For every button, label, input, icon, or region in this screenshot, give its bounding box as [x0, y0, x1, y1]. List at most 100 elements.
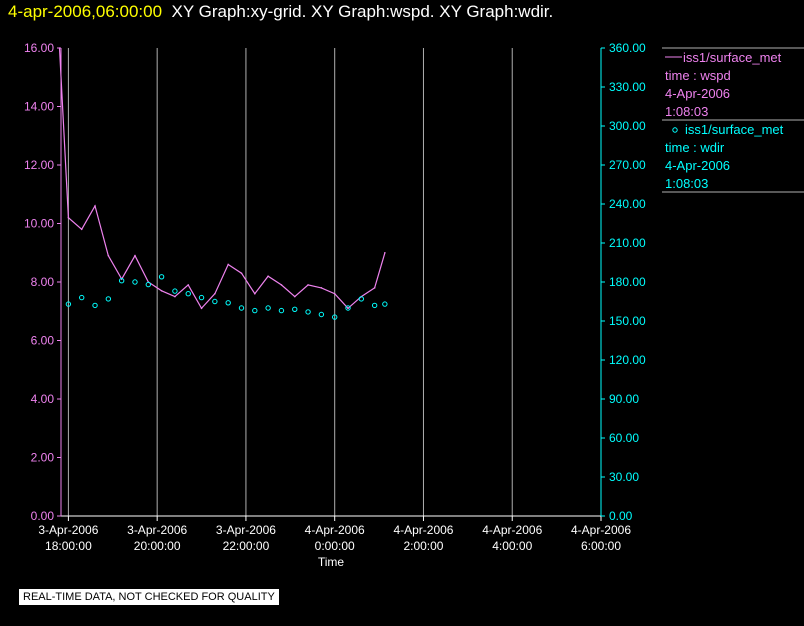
wdir-marker	[225, 300, 231, 306]
graph-title-bar: 4-apr-2006,06:00:00 XY Graph:xy-grid. XY…	[8, 2, 553, 22]
y-left-tick-label: 14.00	[24, 100, 54, 114]
x-tick-label-date: 4-Apr-2006	[571, 523, 631, 537]
wdir-marker	[105, 296, 112, 302]
x-tick-label-time: 18:00:00	[45, 539, 92, 553]
x-tick-label-time: 2:00:00	[403, 539, 443, 553]
wspd-point	[307, 284, 309, 286]
wspd-point	[107, 254, 110, 257]
wdir-marker	[118, 278, 125, 284]
wspd-point	[134, 254, 136, 257]
legend-wdir-text: 1:08:03	[665, 176, 708, 191]
wdir-marker	[79, 294, 85, 301]
wspd-point	[160, 289, 163, 292]
wspd-point	[174, 295, 176, 298]
wdir-marker	[185, 291, 191, 297]
wspd-point	[347, 307, 349, 310]
y-right-tick-label: 360.00	[609, 41, 646, 55]
x-axis-title: Time	[318, 555, 345, 569]
wdir-marker	[158, 274, 165, 280]
y-right-tick-label: 330.00	[609, 80, 646, 94]
wspd-point	[254, 292, 256, 295]
x-tick-label-time: 6:00:00	[581, 539, 621, 553]
wdir-marker	[238, 305, 245, 311]
x-tick-label-date: 3-Apr-2006	[38, 523, 98, 537]
wspd-point	[187, 284, 190, 286]
y-left-tick-label: 8.00	[31, 275, 55, 289]
x-tick-label-date: 4-Apr-2006	[482, 523, 542, 537]
legend-wspd-text: 1:08:03	[665, 104, 708, 119]
y-right-tick-label: 210.00	[609, 236, 646, 250]
wspd-point	[373, 287, 376, 289]
wspd-point	[58, 47, 61, 49]
legend-wspd-text: iss1/surface_met	[683, 50, 782, 65]
wdir-marker	[358, 296, 365, 302]
wspd-point	[384, 251, 386, 254]
wdir-marker	[278, 307, 285, 314]
wdir-marker	[198, 294, 205, 301]
y-right-tick-label: 300.00	[609, 119, 646, 133]
graph-names: XY Graph:xy-grid. XY Graph:wspd. XY Grap…	[171, 2, 554, 21]
y-left-tick-label: 0.00	[31, 509, 55, 523]
wspd-point	[267, 275, 269, 277]
wdir-marker	[132, 279, 138, 285]
x-tick-label-date: 4-Apr-2006	[305, 523, 365, 537]
y-right-tick-label: 120.00	[609, 353, 646, 367]
wdir-marker	[292, 306, 298, 312]
legend-wdir-text: time : wdir	[665, 140, 725, 155]
x-tick-label-date: 4-Apr-2006	[393, 523, 453, 537]
y-left-tick-label: 4.00	[31, 392, 55, 406]
wdir-marker	[145, 281, 151, 288]
wdir-marker	[371, 302, 378, 309]
y-left-tick-label: 10.00	[24, 217, 54, 231]
y-right-tick-label: 180.00	[609, 275, 646, 289]
wdir-marker	[345, 305, 351, 311]
legend-wdir-text: 4-Apr-2006	[665, 158, 730, 173]
y-left-tick-label: 16.00	[24, 41, 54, 55]
y-right-tick-label: 0.00	[609, 509, 633, 523]
x-tick-label-time: 4:00:00	[492, 539, 532, 553]
wspd-point	[94, 205, 96, 207]
wspd-series-line	[58, 47, 386, 310]
x-tick-label-date: 3-Apr-2006	[216, 523, 276, 537]
y-right-tick-label: 240.00	[609, 197, 646, 211]
y-left-tick-label: 6.00	[31, 334, 55, 348]
wspd-point	[240, 272, 243, 275]
wdir-marker	[172, 288, 178, 294]
y-left-tick-label: 12.00	[24, 158, 54, 172]
legend-wspd-text: 4-Apr-2006	[665, 86, 730, 101]
wspd-point	[293, 295, 296, 298]
wspd-point	[333, 292, 336, 295]
wspd-point	[200, 307, 203, 310]
x-tick-label-time: 22:00:00	[223, 539, 270, 553]
legend-wdir-text: iss1/surface_met	[685, 122, 784, 137]
legend-wdir-swatch	[672, 127, 678, 133]
y-right-tick-label: 150.00	[609, 314, 646, 328]
wspd-point	[67, 216, 70, 219]
wdir-marker	[305, 309, 311, 315]
wdir-marker	[252, 307, 258, 314]
wspd-point	[320, 287, 323, 289]
y-left-tick-label: 2.00	[31, 451, 55, 465]
x-tick-label-date: 3-Apr-2006	[127, 523, 187, 537]
wdir-marker	[212, 298, 218, 305]
wdir-marker	[265, 305, 271, 311]
wdir-marker	[92, 302, 98, 309]
x-tick-label-time: 20:00:00	[134, 539, 181, 553]
wspd-point	[280, 284, 283, 286]
graph-date: 4-apr-2006,06:00:00	[8, 2, 163, 21]
wdir-marker	[331, 314, 338, 320]
wdir-marker	[65, 301, 72, 307]
wdir-marker	[318, 311, 325, 318]
legend-wspd-text: time : wspd	[665, 68, 731, 83]
x-tick-label-time: 0:00:00	[315, 539, 355, 553]
y-right-tick-label: 30.00	[609, 470, 639, 484]
y-right-tick-label: 90.00	[609, 392, 639, 406]
y-right-tick-label: 270.00	[609, 158, 646, 172]
wspd-point	[227, 263, 229, 266]
wdir-marker	[382, 301, 388, 307]
quality-disclaimer: REAL-TIME DATA, NOT CHECKED FOR QUALITY	[19, 589, 279, 605]
wspd-point	[214, 292, 216, 295]
y-right-tick-label: 60.00	[609, 431, 639, 445]
wspd-point	[80, 228, 83, 231]
